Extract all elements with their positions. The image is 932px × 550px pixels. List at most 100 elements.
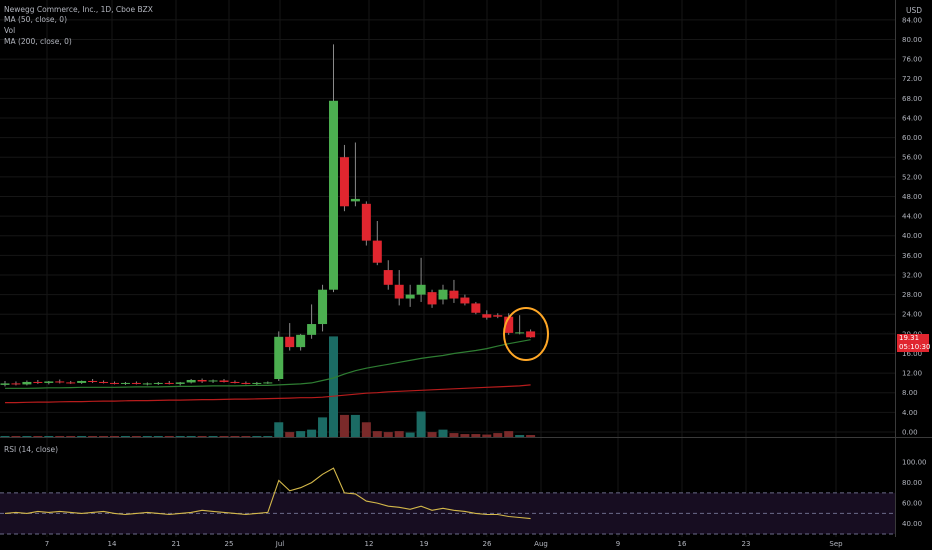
candle-body [131,382,141,384]
candle-body [252,382,262,384]
volume-bar [471,434,481,437]
currency-label: USD [906,6,923,15]
candle-body [241,382,251,384]
candle-body [339,157,349,207]
volume-bar [394,431,404,437]
volume-bar [416,411,426,437]
price-pane-bg [0,0,895,437]
candle-body [22,381,32,385]
candle-body [186,379,196,383]
rsi-tick-label: 80.00 [902,479,922,487]
candle-body [285,336,295,348]
candle-body [427,292,437,305]
rsi-axis: 100.00 80.00 60.00 40.00 [902,459,927,529]
candle-body [11,383,21,385]
volume-bar [153,436,163,437]
candle-body [460,297,470,304]
annotation-circle [503,307,549,361]
price-tick-label: 80.00 [902,36,922,44]
rsi-legend[interactable]: RSI (14, close) [4,445,59,454]
price-tick-label: 4.00 [902,409,918,417]
candle-body [274,336,284,380]
volume-bar [131,436,141,437]
candle-body [296,334,306,348]
volume-bar [22,436,32,437]
candle-body [493,315,503,317]
symbol-title: Newegg Commerce, Inc., 1D, Cboe BZX [4,5,153,14]
volume-bar [526,435,536,437]
price-tick-label: 56.00 [902,154,922,162]
volume-bar [175,436,185,437]
volume-bar [186,436,196,437]
candle-body [394,284,404,299]
volume-bar [44,436,54,437]
ma200-legend[interactable]: MA (200, close, 0) [4,37,72,46]
volume-bar [88,436,98,437]
candle-body [0,383,10,385]
candle-body [361,203,371,241]
price-tick-label: 36.00 [902,252,922,260]
candle-body [438,289,448,300]
ma200-line [5,384,531,404]
price-tick-label: 44.00 [902,213,922,221]
date-tick-label: 16 [678,540,687,548]
candle-body [33,381,43,383]
candle-body [372,240,382,263]
candles [0,44,536,387]
candle-body [504,316,514,333]
volume-bar [11,436,21,437]
volume-bar [197,436,207,437]
volume-bar [0,436,10,437]
date-tick-label: 14 [108,540,117,548]
volume-bar [307,429,317,437]
candle-body [383,270,393,285]
volume-bar [339,414,349,437]
date-tick-label: Sep [829,540,843,548]
rsi-tick-label: 100.00 [902,459,927,467]
candle-body [164,382,174,384]
volume-bar [164,436,174,437]
date-tick-label: 21 [172,540,181,548]
price-axis: 84.00 80.00 76.00 72.00 68.00 64.00 60.00 56.00… [902,16,922,436]
volume-bar [329,336,338,437]
volume-bar [285,432,295,437]
volume-bar [252,436,262,437]
candle-body [449,290,459,299]
date-tick-label: 19 [420,540,429,548]
volume-bar [427,432,437,437]
date-tick-label: 12 [365,540,374,548]
price-tick-label: 60.00 [902,134,922,142]
price-tick-label: 40.00 [902,232,922,240]
price-tick-label: 84.00 [902,16,922,24]
volume-bar [263,436,273,437]
volume-bar [350,414,360,437]
candle-body [66,382,76,384]
candle-body [482,314,492,318]
volume-bar [33,436,43,437]
rsi-tick-label: 60.00 [902,500,922,508]
volume-bar [372,431,382,437]
price-tick-label: 72.00 [902,75,922,83]
candle-body [318,289,328,325]
volume-legend[interactable]: Vol [4,26,16,35]
price-tick-label: 12.00 [902,370,922,378]
volume-bar [482,434,492,437]
volume-bar [438,429,448,437]
price-tick-label: 68.00 [902,95,922,103]
volume-bar [383,432,393,437]
moving-averages [5,339,531,404]
price-tick-label: 32.00 [902,271,922,279]
volume-bar [504,431,514,437]
countdown-badge: 05:10:30 [897,343,931,352]
candle-body [405,294,415,299]
candle-body [230,381,240,383]
volume-bar [493,433,503,437]
volume-bars [0,336,536,437]
candle-body [307,324,317,335]
candle-body [153,382,163,384]
candle-body [197,379,207,382]
date-tick-label: 26 [483,540,492,548]
grid [0,0,932,537]
ma50-legend[interactable]: MA (50, close, 0) [4,15,68,24]
